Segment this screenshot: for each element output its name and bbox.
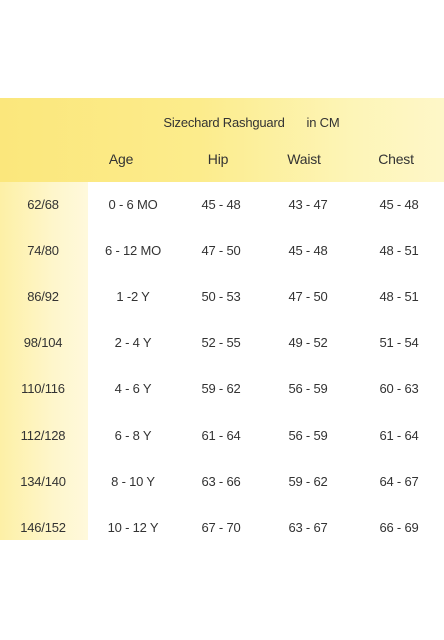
table-cell-waist: 56 - 59 bbox=[288, 428, 328, 443]
unit-label: in CM bbox=[306, 115, 340, 130]
table-cell-age: 6 - 8 Y bbox=[114, 428, 152, 443]
table-cell-chest: 45 - 48 bbox=[379, 197, 419, 212]
table-cell-age: 8 - 10 Y bbox=[111, 474, 155, 489]
table-cell-age: 6 - 12 MO bbox=[105, 243, 161, 258]
table-cell-chest: 51 - 54 bbox=[379, 335, 419, 350]
table-cell-chest: 61 - 64 bbox=[379, 428, 419, 443]
table-cell-chest: 48 - 51 bbox=[379, 243, 419, 258]
table-cell-waist: 49 - 52 bbox=[288, 335, 328, 350]
table-cell-waist: 63 - 67 bbox=[288, 520, 328, 535]
table-cell-hip: 67 - 70 bbox=[201, 520, 241, 535]
table-cell-hip: 59 - 62 bbox=[201, 381, 241, 396]
size-column-band bbox=[0, 182, 88, 540]
table-cell-hip: 63 - 66 bbox=[201, 474, 241, 489]
table-cell-waist: 45 - 48 bbox=[288, 243, 328, 258]
column-header-age: Age bbox=[108, 151, 134, 167]
table-cell-size: 86/92 bbox=[27, 289, 59, 304]
table-cell-age: 2 - 4 Y bbox=[114, 335, 152, 350]
table-cell-age: 1 -2 Y bbox=[116, 289, 150, 304]
table-cell-chest: 64 - 67 bbox=[379, 474, 419, 489]
column-header-waist: Waist bbox=[287, 151, 321, 167]
table-cell-waist: 56 - 59 bbox=[288, 381, 328, 396]
table-cell-size: 110/116 bbox=[21, 381, 65, 396]
table-cell-hip: 61 - 64 bbox=[201, 428, 241, 443]
table-cell-hip: 50 - 53 bbox=[201, 289, 241, 304]
table-cell-hip: 52 - 55 bbox=[201, 335, 241, 350]
table-cell-chest: 60 - 63 bbox=[379, 381, 419, 396]
table-cell-age: 4 - 6 Y bbox=[114, 381, 152, 396]
table-cell-size: 134/140 bbox=[20, 474, 66, 489]
table-cell-size: 112/128 bbox=[20, 428, 66, 443]
chart-title: Sizechard Rashguard bbox=[163, 115, 285, 130]
table-cell-size: 74/80 bbox=[27, 243, 59, 258]
table-cell-waist: 43 - 47 bbox=[288, 197, 328, 212]
table-cell-size: 98/104 bbox=[23, 335, 63, 350]
column-header-hip: Hip bbox=[207, 151, 229, 167]
table-cell-hip: 47 - 50 bbox=[201, 243, 241, 258]
table-cell-size: 62/68 bbox=[27, 197, 59, 212]
header-band bbox=[0, 98, 444, 182]
column-header-chest: Chest bbox=[378, 151, 414, 167]
table-cell-age: 0 - 6 MO bbox=[108, 197, 158, 212]
table-cell-age: 10 - 12 Y bbox=[107, 520, 159, 535]
table-cell-waist: 59 - 62 bbox=[288, 474, 328, 489]
size-chart: Sizechard Rashguard in CM Age Hip Waist … bbox=[0, 98, 444, 540]
table-cell-waist: 47 - 50 bbox=[288, 289, 328, 304]
table-cell-chest: 66 - 69 bbox=[379, 520, 419, 535]
table-cell-hip: 45 - 48 bbox=[201, 197, 241, 212]
table-cell-chest: 48 - 51 bbox=[379, 289, 419, 304]
table-cell-size: 146/152 bbox=[20, 520, 66, 535]
